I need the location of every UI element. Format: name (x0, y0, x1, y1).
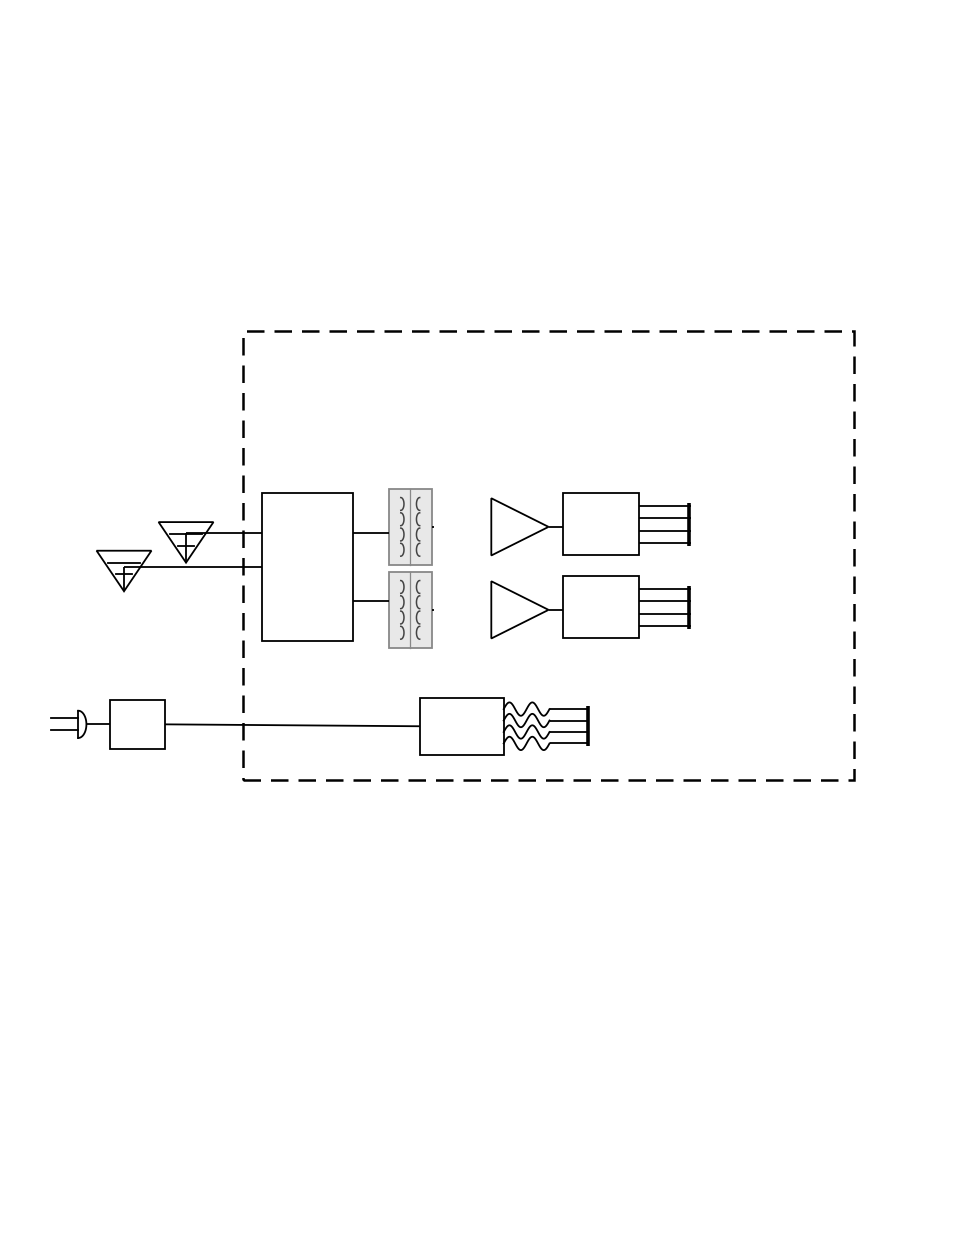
Bar (562, 494, 639, 556)
Bar (110, 699, 165, 750)
Bar (262, 494, 353, 641)
Bar (419, 698, 503, 755)
Bar (389, 489, 431, 566)
Bar (562, 577, 639, 638)
Bar (243, 331, 853, 779)
Bar (389, 572, 431, 648)
